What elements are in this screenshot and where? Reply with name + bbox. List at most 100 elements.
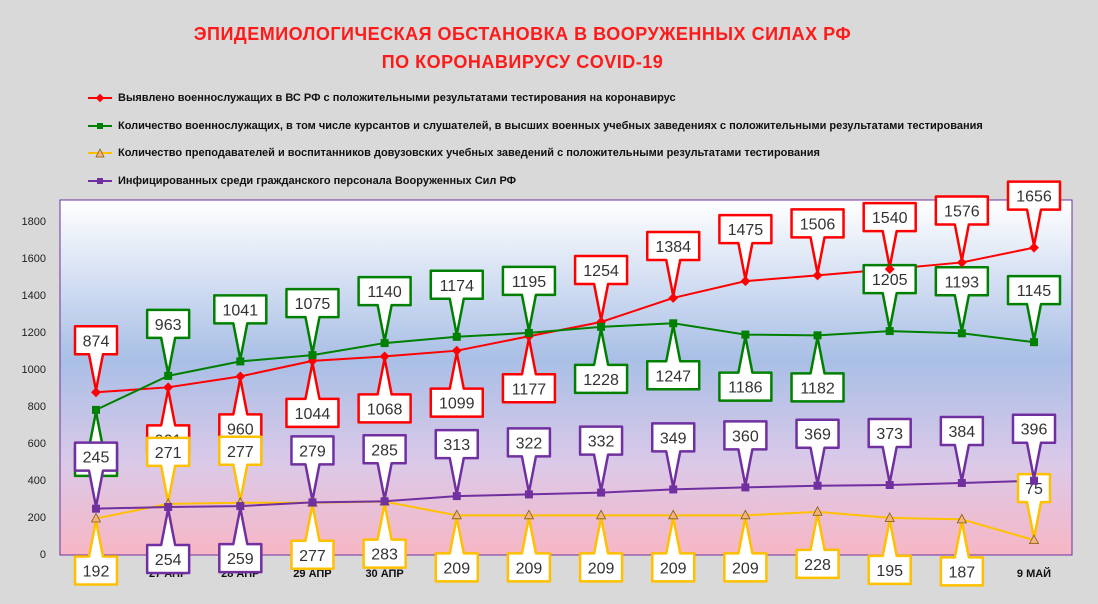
data-label-callout: 1576 xyxy=(934,195,990,262)
data-label-callout: 279 xyxy=(290,435,335,502)
data-label-callout: 75 xyxy=(1016,472,1052,540)
legend-marker-yellow-icon xyxy=(88,148,112,158)
callout-box xyxy=(1006,180,1062,247)
data-point xyxy=(813,331,822,340)
data-label-callout: 195 xyxy=(867,518,912,586)
data-label-callout: 209 xyxy=(723,516,768,583)
data-label-callout: 209 xyxy=(506,516,552,583)
callout-box xyxy=(1016,472,1052,540)
data-label: 1041 xyxy=(223,302,259,319)
callout-box xyxy=(218,435,263,503)
data-point xyxy=(451,509,462,520)
y-tick-label: 800 xyxy=(28,401,46,413)
data-label-callout: 369 xyxy=(795,418,840,485)
data-label-callout: 1099 xyxy=(429,351,485,418)
data-label: 1186 xyxy=(728,380,763,397)
callout-box xyxy=(290,503,335,571)
callout-box xyxy=(934,195,990,262)
data-label: 349 xyxy=(660,430,687,447)
legend-item-green: Количество военнослужащих, в том числе к… xyxy=(88,118,983,134)
data-point xyxy=(235,371,246,382)
data-label: 195 xyxy=(876,563,903,580)
callout-box xyxy=(218,506,263,574)
series-lines xyxy=(95,246,1035,542)
y-tick-label: 1600 xyxy=(22,253,46,265)
data-label: 283 xyxy=(371,547,398,564)
data-point xyxy=(957,329,966,338)
legend-label-yellow: Количество преподавателей и воспитаннико… xyxy=(118,147,820,159)
y-tick-label: 1400 xyxy=(22,290,46,302)
callout-box xyxy=(429,351,485,418)
callout-box xyxy=(790,336,845,403)
callout-box xyxy=(650,516,696,583)
callout-box xyxy=(290,435,335,502)
data-point xyxy=(812,505,823,516)
callout-box xyxy=(939,520,985,587)
data-point xyxy=(668,509,679,520)
data-label: 192 xyxy=(83,563,110,580)
data-label-callout: 245 xyxy=(73,441,119,508)
x-tick-label: 9 МАЙ xyxy=(1017,567,1051,580)
data-label-callout: 254 xyxy=(145,507,191,575)
callout-box xyxy=(718,335,773,402)
y-tick-label: 400 xyxy=(28,475,46,487)
data-label: 396 xyxy=(1021,422,1048,439)
data-label: 209 xyxy=(588,560,615,577)
callout-box xyxy=(501,337,557,404)
callout-box xyxy=(362,502,407,569)
data-point xyxy=(92,405,100,414)
data-point xyxy=(813,481,822,490)
data-point xyxy=(669,485,678,494)
data-label: 1506 xyxy=(800,216,836,233)
data-label-callout: 277 xyxy=(218,435,263,503)
data-point xyxy=(92,504,100,513)
data-label-callout: 1140 xyxy=(357,275,412,343)
x-tick-label: 30 АПР xyxy=(365,568,403,580)
callout-box xyxy=(285,287,340,355)
data-point xyxy=(1028,534,1040,545)
data-label-callout: 1254 xyxy=(573,254,629,322)
callout-box xyxy=(73,325,119,392)
series-line-3 xyxy=(95,479,1035,510)
data-label: 187 xyxy=(948,564,975,581)
data-label-callout: 209 xyxy=(578,516,624,583)
data-label-callout: 963 xyxy=(145,308,191,376)
data-label: 322 xyxy=(516,435,543,452)
callout-box xyxy=(73,519,119,586)
data-label: 1475 xyxy=(728,222,764,239)
data-point xyxy=(956,513,968,524)
data-label: 1254 xyxy=(583,263,619,280)
data-point xyxy=(741,330,750,339)
data-label-callout: 373 xyxy=(867,417,912,485)
data-label: 373 xyxy=(876,426,903,443)
data-label-callout: 1174 xyxy=(429,269,485,337)
data-label: 245 xyxy=(83,450,110,467)
callout-box xyxy=(795,418,840,485)
callout-box xyxy=(213,294,268,361)
data-label: 75 xyxy=(1025,481,1043,498)
data-point xyxy=(163,382,174,393)
data-label-callout: 1041 xyxy=(213,294,268,361)
callout-box xyxy=(795,512,840,580)
data-point xyxy=(524,490,533,499)
data-point xyxy=(884,264,895,275)
data-point xyxy=(236,502,245,511)
data-label-callout: 1182 xyxy=(790,336,845,403)
data-label: 209 xyxy=(732,560,759,577)
data-label: 1177 xyxy=(512,381,547,398)
data-label-callout: 1540 xyxy=(862,201,917,269)
data-label: 1656 xyxy=(1016,189,1052,206)
callout-box xyxy=(578,425,624,492)
y-tick-label: 200 xyxy=(28,512,46,524)
callout-box xyxy=(645,324,701,391)
legend-label-purple: Инфицированных среди гражданского персон… xyxy=(118,175,517,187)
data-label: 874 xyxy=(83,333,110,350)
data-point xyxy=(956,257,967,268)
data-label-callout: 259 xyxy=(218,506,263,574)
legend-label-red: Выявлено военнослужащих в ВС РФ с положи… xyxy=(118,92,676,104)
data-label: 1576 xyxy=(944,203,980,220)
callout-box xyxy=(862,263,917,331)
data-point xyxy=(597,322,606,331)
data-point xyxy=(668,293,679,303)
data-label-callout: 209 xyxy=(650,516,696,583)
